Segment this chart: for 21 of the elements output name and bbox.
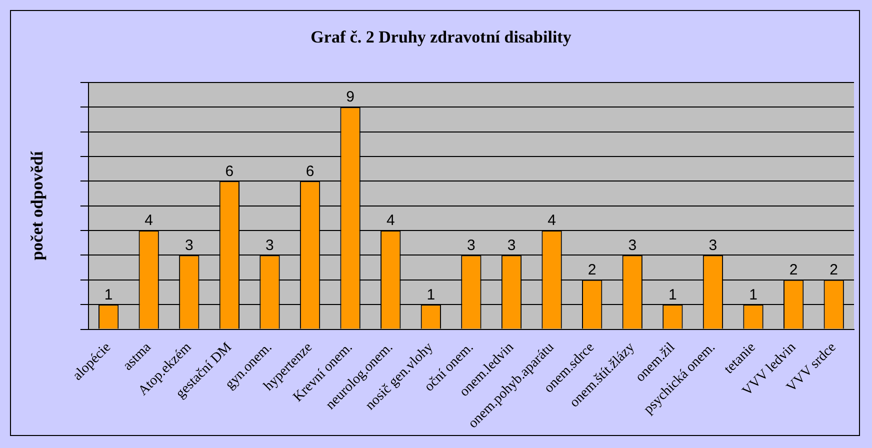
- data-label: 3: [266, 236, 274, 254]
- data-label: 2: [789, 262, 798, 279]
- data-label: 6: [225, 162, 234, 180]
- data-label: 1: [749, 286, 758, 304]
- data-label: 3: [507, 236, 516, 254]
- data-label: 6: [306, 162, 314, 180]
- y-axis-title: počet odpovědí: [28, 151, 47, 260]
- data-label: 4: [144, 212, 154, 230]
- data-label: 3: [708, 236, 718, 254]
- data-label: 4: [548, 212, 556, 230]
- data-label: 9: [346, 88, 354, 106]
- data-label: 1: [104, 286, 113, 304]
- data-label: 3: [467, 236, 476, 254]
- data-label: 2: [588, 262, 596, 279]
- data-label: 4: [386, 212, 395, 230]
- data-label: 3: [184, 236, 194, 254]
- chart-title: Graf č. 2 Druhy zdravotní disability: [310, 28, 572, 47]
- data-label: 1: [426, 286, 436, 304]
- data-label: 3: [628, 236, 637, 254]
- data-label: 2: [830, 262, 838, 279]
- data-label: 1: [668, 286, 677, 304]
